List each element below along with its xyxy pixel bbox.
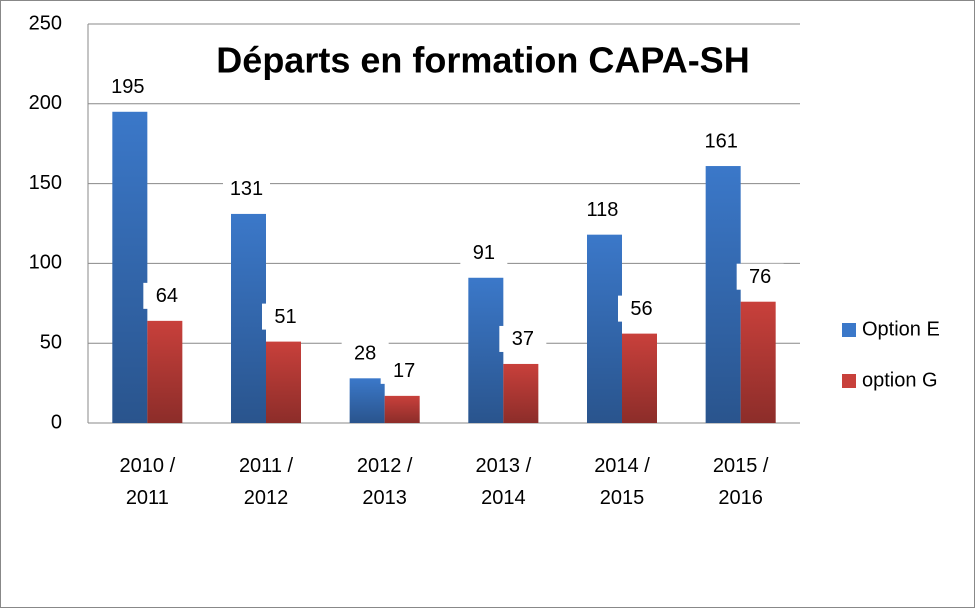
label-bg (104, 73, 152, 100)
data-label: 37 (512, 328, 534, 350)
x-tick-label: 2012 /2013 (357, 455, 413, 509)
legend-swatch (842, 374, 856, 388)
y-tick-label: 150 (29, 172, 62, 194)
data-label: 161 (704, 130, 737, 152)
label-bg (460, 239, 508, 266)
x-tick-label: 2010 /2011 (120, 455, 176, 509)
label-bg (697, 128, 745, 155)
bar-shade (468, 277, 504, 423)
y-tick-label: 100 (29, 252, 62, 274)
label-bg (143, 282, 191, 309)
data-label: 17 (393, 360, 415, 382)
data-label: 28 (354, 343, 376, 365)
grid (87, 23, 800, 424)
legend-label: option G (862, 369, 938, 391)
bar-shade (622, 333, 657, 423)
label-bg (579, 196, 626, 223)
x-tick-label: 2015 /2016 (713, 455, 769, 509)
x-tick-label: 2014 /2015 (594, 455, 650, 509)
bar-shade (384, 395, 420, 423)
y-tick-label: 200 (29, 92, 62, 114)
x-tick-label: 2011 /2012 (239, 455, 294, 509)
data-label: 118 (587, 199, 619, 221)
chart-title: Départs en formation CAPA-SH (216, 40, 749, 81)
bar-shade (112, 111, 148, 423)
bar-shade (147, 320, 183, 423)
data-label: 195 (111, 76, 144, 98)
x-tick-label: 2013 /2014 (476, 455, 532, 509)
y-tick-label: 250 (29, 12, 62, 34)
y-tick-label: 0 (51, 411, 62, 433)
bar-shade (266, 341, 301, 423)
marks: 195 64 131 51 28 17 91 37 118 56 161 76 (104, 73, 784, 423)
bar-shade (705, 166, 741, 423)
bar-shade (740, 301, 776, 423)
bar-shade (587, 234, 622, 423)
label-bg (380, 357, 428, 384)
label-bg (262, 303, 309, 330)
label-bg (736, 263, 784, 290)
y-tick-label: 50 (40, 331, 62, 353)
bar-shade (349, 378, 385, 423)
data-label: 64 (156, 285, 178, 307)
data-label: 56 (630, 298, 652, 320)
data-label: 91 (473, 242, 495, 264)
data-label: 131 (230, 178, 263, 200)
label-bg (499, 325, 547, 352)
data-label: 51 (274, 306, 296, 328)
legend-label: Option E (862, 318, 940, 340)
data-label: 76 (749, 266, 771, 288)
label-bg (223, 175, 270, 202)
bar-shade (503, 363, 539, 423)
label-bg (618, 295, 665, 322)
legend-swatch (842, 323, 856, 337)
bar-shade (231, 213, 266, 423)
